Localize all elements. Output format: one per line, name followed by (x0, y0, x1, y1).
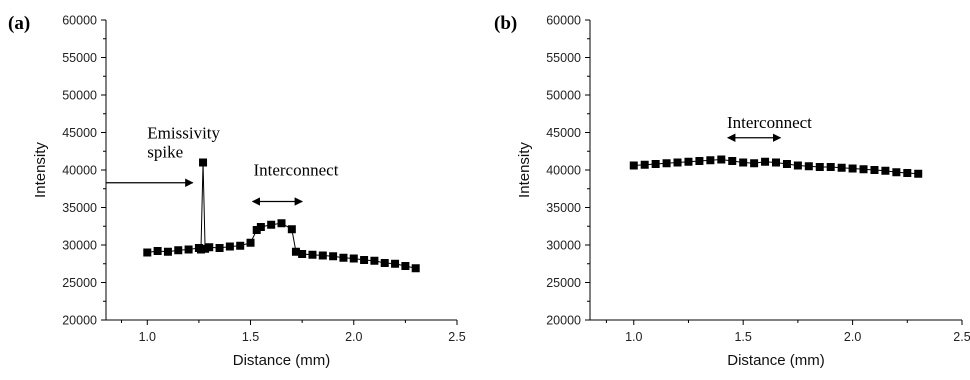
panel-b-x-tick-label: 2.5 (953, 330, 970, 344)
panel-b-y-tick-label: 20000 (546, 314, 581, 328)
panel-a-data-point (174, 246, 183, 255)
panel-a-data-point (163, 247, 172, 256)
panel-a-data-point (201, 244, 210, 253)
panel-a-y-axis-title: Intensity (32, 142, 49, 198)
panel-a-data-point (225, 242, 234, 251)
panel-b-data-point (815, 163, 824, 171)
panel-a-x-tick-label: 2.5 (448, 330, 465, 344)
panel-b-data-point (914, 169, 923, 178)
panel-a-data-point (401, 262, 410, 270)
panel-a-data-point (298, 250, 307, 258)
panel-a-y-tick-label: 35000 (62, 201, 97, 215)
panel-b-data-point (651, 160, 660, 168)
panel-a-data-point (360, 256, 369, 264)
panel-b-data-point (772, 158, 780, 167)
panel-a-data-point (291, 247, 300, 256)
panel-a-y-tick-label: 25000 (62, 276, 97, 290)
panel-a-chart: (a) 20000 25000 30000 35000 40000 45000 50000 55… (8, 13, 466, 369)
panel-b-data-point (662, 159, 671, 168)
panel-a-data-point (411, 264, 420, 273)
panel-a-x-tick-label: 1.5 (242, 330, 259, 344)
panel-a-data-point (205, 243, 214, 252)
panel-a-data-point (196, 245, 205, 254)
panel-a-y-tick-label: 20000 (62, 314, 97, 328)
panel-b-data-point (728, 157, 737, 165)
panel-a-data-point (349, 254, 358, 263)
panel-a-annotation: spike (147, 142, 183, 161)
panel-b-x-tick-label: 2.0 (844, 330, 861, 344)
panel-a-data-point (329, 252, 338, 261)
panel-a-data-point (236, 241, 245, 250)
panel-b-y-tick-label: 35000 (546, 201, 581, 215)
panel-a-data-point (256, 223, 265, 231)
panel-b-chart: (b) 20000 25000 30000 35000 40000 45000 50000 55… (494, 13, 970, 369)
panel-a-data-point (318, 251, 327, 260)
panel-b-y-tick-label: 30000 (546, 239, 581, 253)
panel-b-data-point (761, 157, 770, 166)
panel-b-y-axis-title: Intensity (516, 142, 533, 198)
panel-a-y-tick-label: 55000 (62, 51, 97, 65)
panel-a-y-tick-label: 50000 (62, 89, 97, 103)
panel-b-data-point (892, 168, 901, 177)
panel-b-data-point (837, 163, 846, 172)
panel-b-x-axis-title: Distance (mm) (727, 352, 825, 369)
panel-b-data-point (881, 166, 890, 175)
panel-a-data-point (252, 226, 261, 234)
panel-a-x-axis-title: Distance (mm) (233, 352, 331, 369)
panel-a-x-tick-label: 2.0 (345, 330, 362, 344)
panel-b-data-point (826, 163, 835, 171)
panel-b-data-point (870, 166, 879, 174)
panel-b-data-point (739, 158, 748, 167)
panel-b-data-point (859, 165, 868, 174)
panel-a-y-tick-label: 60000 (62, 14, 97, 28)
panel-b-data-point (793, 161, 802, 170)
panel-b-y-tick-label: 25000 (546, 276, 581, 290)
panel-a-data-point (308, 250, 317, 259)
panel-b-x-tick-label: 1.5 (734, 330, 751, 344)
panel-a-data-point (199, 158, 208, 167)
panel-a-label: (a) (8, 13, 30, 34)
panel-a-data-point (277, 219, 286, 228)
panel-b-data-point (848, 164, 857, 173)
panel-a-y-tick-label: 40000 (62, 164, 97, 178)
panel-a-annotation: Interconnect (253, 160, 338, 179)
panel-b-data-point (695, 157, 704, 165)
panel-b-data-point (750, 159, 759, 168)
panel-a-data-point (184, 245, 193, 254)
panel-a-data-point (339, 253, 348, 262)
panel-a-annotation: Emissivity (147, 124, 220, 143)
panel-b-y-tick-label: 40000 (546, 164, 581, 178)
panel-a-data-point (370, 256, 379, 265)
panel-a-data-point (267, 220, 276, 229)
panel-a-data-point (287, 225, 296, 234)
panel-b-y-tick-label: 45000 (546, 126, 581, 140)
panel-a-data-point (215, 244, 224, 252)
panel-b-data-point (629, 161, 638, 170)
panel-a-data-point (153, 247, 162, 255)
panel-a-x-tick-label: 1.0 (139, 330, 156, 344)
panel-a-data-point (143, 248, 152, 257)
panel-a-y-tick-label: 45000 (62, 126, 97, 140)
panel-b-y-tick-label: 50000 (546, 89, 581, 103)
panel-b-x-tick-label: 1.0 (625, 330, 642, 344)
panel-b-data-point (903, 169, 912, 177)
panel-b-data-point (717, 155, 726, 164)
panel-b-label: (b) (494, 13, 517, 34)
panel-b-y-tick-label: 60000 (546, 14, 581, 28)
panel-b-annotation: Interconnect (727, 113, 812, 132)
panel-a-data-point (391, 259, 400, 268)
panel-a-data-point (380, 259, 389, 267)
panel-a-y-tick-label: 30000 (62, 239, 97, 253)
panel-b-data-point (673, 158, 682, 167)
panel-b-data-point (706, 156, 715, 165)
panel-b-y-tick-label: 55000 (546, 51, 581, 65)
panel-b-data-point (684, 157, 693, 166)
panel-b-data-point (782, 160, 791, 168)
panel-b-data-point (640, 160, 649, 169)
panel-a-data-point (246, 238, 255, 247)
panel-b-data-point (804, 162, 813, 171)
